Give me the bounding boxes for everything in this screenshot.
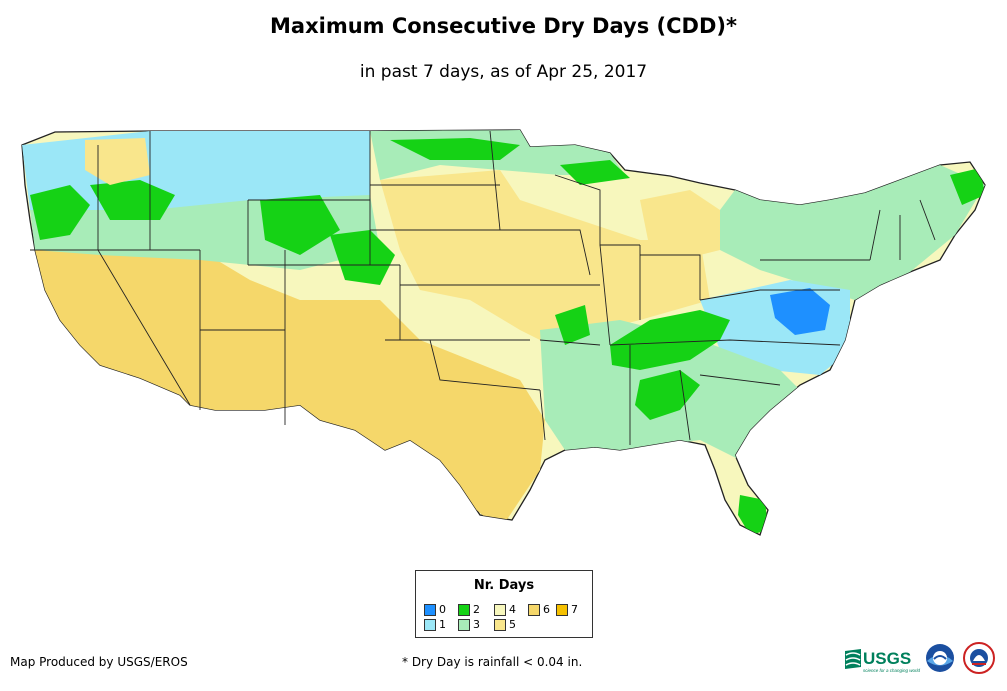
legend-swatch-4: [494, 604, 506, 616]
zone-greatlakes-2: [560, 160, 630, 185]
zone-maine-2: [950, 168, 985, 205]
legend-label-3: 3: [473, 618, 480, 631]
legend-label-7: 7: [571, 603, 578, 616]
agency-logos: USGS science for a changing world: [845, 642, 995, 674]
zone-michigan-5: [640, 190, 720, 260]
legend-swatch-5: [494, 619, 506, 631]
legend-swatch-3: [458, 619, 470, 631]
zone-tennessee-2: [610, 310, 730, 370]
dry-day-footnote: * Dry Day is rainfall < 0.04 in.: [402, 655, 583, 669]
legend-label-1: 1: [439, 618, 446, 631]
zone-missouri-2: [555, 305, 590, 345]
usgs-logo-text: USGS: [863, 649, 911, 668]
map-credit: Map Produced by USGS/EROS: [10, 655, 188, 669]
legend-swatch-1: [424, 619, 436, 631]
zone-florida-2: [738, 495, 768, 535]
zone-dakota-2: [390, 138, 520, 160]
usgs-logo: USGS science for a changing world: [845, 649, 921, 673]
zone-virginia-0: [770, 288, 830, 335]
zone-plains-5: [380, 170, 710, 350]
legend-label-5: 5: [509, 618, 516, 631]
legend-label-4: 4: [509, 603, 516, 616]
zone-oregon-5: [85, 138, 150, 185]
legend-title: Nr. Days: [473, 578, 535, 593]
legend-swatch-2: [458, 604, 470, 616]
zone-washington-2: [30, 185, 90, 240]
zone-colorado-2: [330, 230, 395, 285]
legend-label-0: 0: [439, 603, 446, 616]
legend-label-2: 2: [473, 603, 480, 616]
state-boundaries: [30, 130, 936, 445]
legend-swatch-7: [556, 604, 568, 616]
nws-logo: [963, 642, 995, 674]
map-title: Maximum Consecutive Dry Days (CDD)*: [270, 14, 737, 38]
zone-wyoming-2: [260, 195, 340, 255]
zone-alabama-2: [635, 370, 700, 420]
map-subtitle: in past 7 days, as of Apr 25, 2017: [359, 62, 648, 82]
legend-swatch-6: [528, 604, 540, 616]
noaa-logo: [926, 644, 954, 672]
legend-label-6: 6: [543, 603, 550, 616]
usgs-logo-tagline: science for a changing world: [863, 668, 921, 673]
zone-idaho-2: [90, 180, 175, 220]
dry-day-zones: [22, 130, 985, 535]
legend-swatch-0: [424, 604, 436, 616]
map-legend: Nr. Days 0 1 2 3 4 5 6 7: [415, 570, 593, 638]
